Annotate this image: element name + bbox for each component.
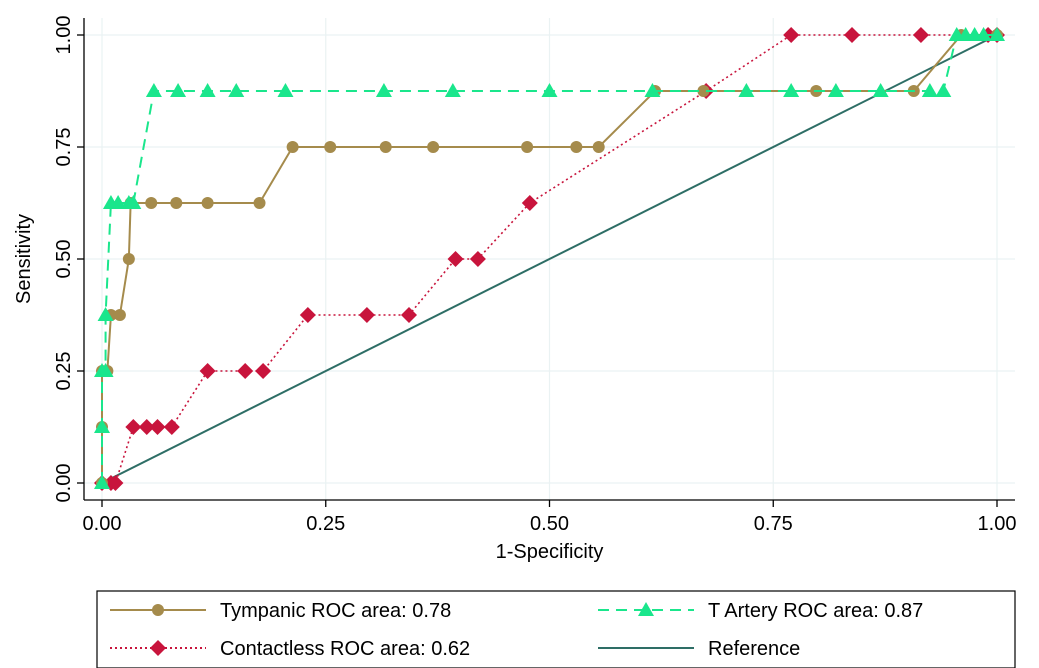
series-0-point-18 bbox=[592, 141, 605, 153]
legend-label-1: T Artery ROC area: 0.87 bbox=[708, 600, 923, 622]
y-axis-title: Sensitivity bbox=[13, 214, 35, 304]
series-2-point-15 bbox=[521, 195, 538, 211]
x-tick-label-4: 1.00 bbox=[978, 513, 1017, 535]
series-2-point-9 bbox=[255, 363, 272, 379]
series-0-point-8 bbox=[145, 197, 158, 209]
legend-marker-1 bbox=[638, 602, 654, 616]
series-1 bbox=[94, 27, 1005, 489]
x-tick-label-0: 0.00 bbox=[83, 513, 122, 535]
series-1-point-17 bbox=[644, 83, 661, 97]
legend-item-3: Reference bbox=[598, 638, 800, 660]
series-0-point-12 bbox=[286, 141, 299, 153]
y-tick-label-3: 0.75 bbox=[53, 128, 75, 167]
series-1-point-11 bbox=[199, 83, 216, 97]
series-1-point-9 bbox=[145, 83, 162, 97]
legend-label-3: Reference bbox=[708, 638, 800, 660]
series-layer bbox=[94, 27, 1005, 491]
series-0-point-6 bbox=[122, 253, 135, 265]
series-1-point-8 bbox=[125, 195, 142, 209]
series-1-point-3 bbox=[97, 363, 114, 377]
legend-marker-0 bbox=[152, 604, 164, 616]
legend-label-2: Contactless ROC area: 0.62 bbox=[220, 638, 470, 660]
series-1-point-10 bbox=[170, 83, 187, 97]
axes: 0.00 0.25 0.50 0.75 1.00 0.00 0.25 0.50 0.75 1.00 bbox=[53, 16, 1016, 535]
series-1-point-4 bbox=[97, 307, 114, 321]
series-2-point-10 bbox=[299, 307, 316, 323]
series-2-point-12 bbox=[400, 307, 417, 323]
legend-item-1: T Artery ROC area: 0.87 bbox=[598, 600, 923, 622]
x-tick-label-1: 0.25 bbox=[306, 513, 345, 535]
series-2-point-11 bbox=[358, 307, 375, 323]
x-tick-label-2: 0.50 bbox=[530, 513, 569, 535]
series-0-point-11 bbox=[253, 197, 266, 209]
series-1-point-0 bbox=[94, 475, 110, 489]
x-axis-title: 1-Specificity bbox=[496, 541, 604, 563]
y-tick-label-1: 0.25 bbox=[53, 352, 75, 391]
series-1-point-19 bbox=[783, 83, 800, 97]
series-2-point-4 bbox=[138, 419, 155, 435]
series-2-point-13 bbox=[447, 251, 464, 267]
series-1-point-27 bbox=[975, 27, 992, 41]
series-0-point-10 bbox=[201, 197, 214, 209]
legend: Tympanic ROC area: 0.78 T Artery ROC area… bbox=[96, 590, 1016, 668]
series-1-point-21 bbox=[872, 83, 889, 97]
series-2-point-2 bbox=[107, 475, 124, 491]
series-0-point-5 bbox=[113, 309, 126, 321]
series-1-point-23 bbox=[935, 83, 952, 97]
series-2-point-7 bbox=[199, 363, 216, 379]
series-1-point-1 bbox=[94, 419, 110, 433]
series-2-point-18 bbox=[844, 27, 861, 43]
series-2-point-19 bbox=[912, 27, 929, 43]
series-0-point-15 bbox=[427, 141, 440, 153]
x-tick-label-3: 0.75 bbox=[754, 513, 793, 535]
series-1-point-13 bbox=[277, 83, 294, 97]
series-1-point-14 bbox=[375, 83, 392, 97]
series-2-point-3 bbox=[125, 419, 142, 435]
y-tick-label-2: 0.50 bbox=[53, 240, 75, 279]
series-1-point-6 bbox=[110, 195, 127, 209]
series-0-point-17 bbox=[570, 141, 583, 153]
series-3-line bbox=[101, 34, 998, 484]
series-3 bbox=[101, 34, 998, 484]
series-1-point-28 bbox=[989, 27, 1005, 41]
series-0-point-9 bbox=[170, 197, 183, 209]
series-2-point-5 bbox=[149, 419, 166, 435]
series-1-point-12 bbox=[228, 83, 245, 97]
series-1-point-22 bbox=[921, 83, 938, 97]
series-0-point-14 bbox=[379, 141, 392, 153]
series-2-point-17 bbox=[783, 27, 800, 43]
series-2-point-6 bbox=[163, 419, 180, 435]
legend-label-0: Tympanic ROC area: 0.78 bbox=[220, 600, 451, 622]
legend-item-2: Contactless ROC area: 0.62 bbox=[110, 638, 470, 660]
y-tick-label-4: 1.00 bbox=[53, 16, 75, 55]
series-1-point-16 bbox=[541, 83, 558, 97]
series-2-point-14 bbox=[469, 251, 486, 267]
legend-box bbox=[96, 590, 1016, 668]
series-1-point-20 bbox=[827, 83, 844, 97]
series-1-point-18 bbox=[738, 83, 755, 97]
series-0-point-16 bbox=[521, 141, 534, 153]
series-0-point-13 bbox=[324, 141, 337, 153]
series-1-point-15 bbox=[444, 83, 461, 97]
y-tick-label-0: 0.00 bbox=[53, 464, 75, 503]
legend-item-0: Tympanic ROC area: 0.78 bbox=[110, 600, 451, 622]
series-0-point-20 bbox=[697, 85, 710, 97]
series-2-point-8 bbox=[237, 363, 254, 379]
legend-marker-2 bbox=[150, 640, 166, 656]
